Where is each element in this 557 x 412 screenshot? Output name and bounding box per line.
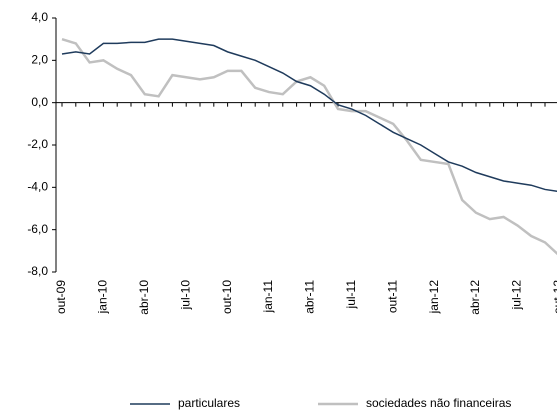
x-tick-label: jul-10 bbox=[178, 280, 192, 311]
x-tick-label: jan-11 bbox=[261, 280, 275, 314]
legend-label: sociedades não financeiras bbox=[366, 396, 511, 410]
x-tick-label: abr-11 bbox=[303, 280, 317, 314]
x-tick-label: abr-10 bbox=[137, 280, 151, 315]
y-tick-label: -6,0 bbox=[27, 222, 48, 236]
x-tick-label: jan-10 bbox=[96, 280, 110, 315]
x-tick-label: abr-12 bbox=[468, 280, 482, 315]
x-tick-label: jul-11 bbox=[344, 280, 358, 310]
x-tick-label: out-09 bbox=[54, 280, 68, 314]
x-tick-label: out-12 bbox=[551, 280, 557, 314]
legend-label: particulares bbox=[178, 396, 240, 410]
x-tick-label: jul-12 bbox=[510, 280, 524, 311]
y-tick-label: 0,0 bbox=[31, 95, 48, 109]
y-tick-label: 2,0 bbox=[31, 53, 48, 67]
x-tick-label: jan-12 bbox=[427, 280, 441, 315]
x-tick-label: out-11 bbox=[385, 280, 399, 313]
y-tick-label: -8,0 bbox=[27, 264, 48, 278]
line-series bbox=[61, 38, 557, 193]
y-tick-label: 4,0 bbox=[31, 10, 48, 24]
line-series bbox=[61, 37, 557, 256]
y-tick-label: -4,0 bbox=[27, 180, 48, 194]
x-tick-label: out-10 bbox=[220, 280, 234, 314]
y-tick-label: -2,0 bbox=[27, 137, 48, 151]
